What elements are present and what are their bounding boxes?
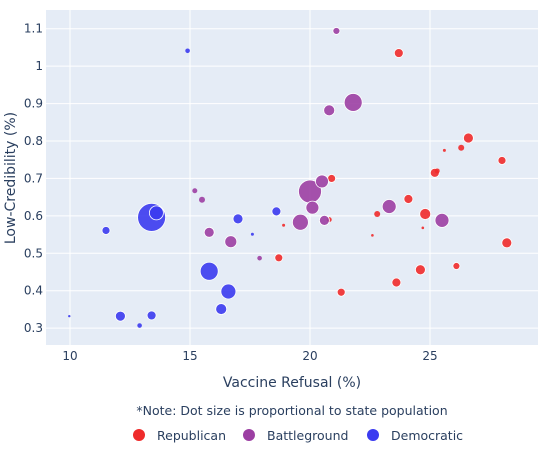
legend-marker-democratic [367, 429, 379, 441]
x-tick-label: 20 [302, 349, 317, 363]
y-tick-label: 0.7 [24, 171, 43, 185]
data-point-republican[interactable] [391, 277, 402, 288]
x-tick-label: 10 [62, 349, 77, 363]
data-point-republican[interactable] [336, 287, 346, 297]
data-point-battleground[interactable] [315, 174, 329, 189]
data-point-democratic[interactable] [220, 283, 237, 300]
x-tick-label: 15 [182, 349, 197, 363]
legend-marker-battleground [243, 429, 255, 441]
data-point-democratic[interactable] [199, 261, 219, 281]
data-point-democratic[interactable] [250, 232, 254, 236]
legend-label-republican: Republican [157, 428, 226, 443]
data-point-republican[interactable] [434, 168, 440, 174]
y-tick-label: 0.9 [24, 97, 43, 111]
y-tick-label: 0.8 [24, 134, 43, 148]
x-axis-title: Vaccine Refusal (%) [223, 375, 361, 391]
legend-item-democratic[interactable]: Democratic [367, 428, 463, 443]
data-point-republican[interactable] [442, 148, 446, 152]
x-tick-labels: 10 15 20 25 [62, 349, 437, 363]
data-point-republican[interactable] [274, 253, 284, 263]
data-point-democratic[interactable] [148, 205, 164, 221]
data-point-democratic[interactable] [101, 226, 111, 235]
data-point-battleground[interactable] [203, 226, 215, 238]
data-point-democratic[interactable] [185, 48, 190, 54]
data-point-republican[interactable] [403, 194, 414, 204]
data-point-republican[interactable] [462, 132, 474, 144]
y-axis-title: Low-Credibility (%) [3, 112, 19, 244]
data-point-battleground[interactable] [318, 214, 330, 226]
data-point-republican[interactable] [393, 48, 404, 58]
legend-item-battleground[interactable]: Battleground [243, 428, 348, 443]
chart-note: *Note: Dot size is proportional to state… [136, 403, 447, 418]
gridlines [46, 10, 538, 345]
data-points [68, 27, 513, 328]
y-tick-label: 0.6 [24, 209, 43, 223]
plot-background [46, 10, 538, 345]
data-point-democratic[interactable] [271, 206, 282, 217]
data-point-republican[interactable] [414, 264, 426, 276]
legend-label-democratic: Democratic [391, 428, 463, 443]
data-point-democratic[interactable] [215, 303, 228, 315]
data-point-battleground[interactable] [257, 255, 262, 261]
data-point-battleground[interactable] [323, 104, 336, 117]
data-point-republican[interactable] [374, 210, 381, 217]
data-point-battleground[interactable] [199, 196, 205, 203]
y-tick-label: 1 [35, 59, 43, 73]
data-point-republican[interactable] [419, 208, 432, 220]
data-point-republican[interactable] [458, 144, 465, 151]
y-tick-labels: 0.3 0.4 0.5 0.6 0.7 0.8 0.9 1 1.1 [24, 22, 43, 335]
data-point-republican[interactable] [421, 226, 425, 230]
data-point-battleground[interactable] [192, 188, 198, 194]
data-point-republican[interactable] [371, 234, 374, 237]
y-tick-label: 0.3 [24, 321, 43, 335]
data-point-republican[interactable] [452, 262, 461, 270]
data-point-republican[interactable] [501, 237, 513, 249]
legend-marker-republican [133, 429, 145, 441]
data-point-battleground[interactable] [224, 235, 238, 249]
data-point-democratic[interactable] [232, 213, 244, 225]
data-point-democratic[interactable] [137, 323, 142, 328]
legend-label-battleground: Battleground [267, 428, 348, 443]
data-point-republican[interactable] [282, 223, 286, 227]
data-point-battleground[interactable] [381, 199, 397, 214]
y-tick-label: 1.1 [24, 22, 43, 36]
y-tick-label: 0.5 [24, 246, 43, 260]
data-point-republican[interactable] [497, 156, 507, 165]
data-point-battleground[interactable] [343, 93, 363, 112]
x-tick-label: 25 [422, 349, 437, 363]
data-point-democratic[interactable] [146, 310, 157, 321]
data-point-battleground[interactable] [305, 200, 320, 215]
data-point-democratic[interactable] [115, 310, 126, 322]
data-point-battleground[interactable] [291, 213, 309, 231]
legend-item-republican[interactable]: Republican [133, 428, 226, 443]
data-point-battleground[interactable] [434, 212, 450, 228]
y-tick-label: 0.4 [24, 284, 43, 298]
data-point-battleground[interactable] [332, 27, 341, 35]
data-point-democratic[interactable] [68, 314, 71, 318]
legend: Republican Battleground Democratic [133, 428, 463, 443]
